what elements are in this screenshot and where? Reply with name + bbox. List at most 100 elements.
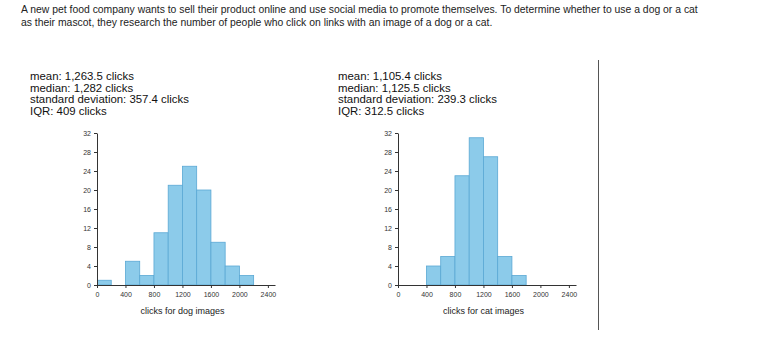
bars — [426, 138, 526, 285]
x-tick-mark — [211, 285, 212, 288]
y-tick: 0 — [87, 282, 97, 289]
y-axis-line — [97, 134, 98, 286]
x-tick-label: 1600 — [505, 291, 521, 298]
x-tick-mark — [569, 285, 570, 288]
annotation: median: 1,282 clicks — [30, 82, 134, 94]
x-tick-label: 1200 — [476, 291, 492, 298]
x-tick: 1200 — [476, 285, 492, 298]
y-tick-mark — [94, 247, 97, 248]
histogram-bar — [512, 276, 526, 286]
histogram-bar — [168, 185, 182, 285]
y-tick-mark — [395, 152, 398, 153]
x-tick: 2000 — [232, 285, 248, 298]
y-axis: 048121620242832 — [384, 130, 398, 289]
y-tick-mark — [94, 228, 97, 229]
histogram-bar — [211, 242, 225, 285]
x-tick: 0 — [96, 285, 100, 298]
x-tick-label: 400 — [120, 291, 132, 298]
y-tick: 24 — [83, 168, 97, 175]
x-tick: 400 — [421, 285, 433, 298]
y-tick-mark — [395, 247, 398, 248]
x-axis-title: clicks for cat images — [443, 306, 525, 316]
histogram-bar — [154, 233, 168, 285]
y-tick-mark — [395, 209, 398, 210]
histogram-bar — [455, 176, 469, 285]
histogram-bar — [441, 257, 455, 286]
caption: as their mascot, they research the numbe… — [21, 17, 492, 28]
x-axis-line — [98, 285, 276, 286]
y-tick-label: 8 — [87, 244, 91, 251]
histogram-bar — [555, 285, 569, 286]
x-axis: 0 400 800 1200 1600 2000 2400 — [96, 285, 277, 298]
y-tick-mark — [395, 190, 398, 191]
y-tick-label: 20 — [384, 187, 392, 194]
x-tick-label: 0 — [397, 291, 401, 298]
y-axis: 048121620242832 — [83, 130, 97, 289]
histogram-bar — [225, 266, 239, 285]
x-tick-label: 2400 — [261, 291, 277, 298]
y-tick-label: 8 — [388, 244, 392, 251]
y-tick-mark — [94, 171, 97, 172]
x-axis-title: clicks for dog images — [140, 306, 225, 316]
y-tick: 8 — [388, 244, 398, 251]
histogram-chart: mean: 1,263.5 clicksmedian: 1,282 clicks… — [30, 70, 276, 316]
x-tick-label: 1600 — [204, 291, 220, 298]
y-tick-mark — [395, 171, 398, 172]
histogram-bar — [239, 276, 253, 286]
histogram-bar — [483, 157, 497, 285]
y-tick-label: 4 — [87, 263, 91, 270]
y-tick-label: 32 — [83, 130, 91, 137]
x-tick-mark — [512, 285, 513, 288]
annotation: standard deviation: 357.4 clicks — [30, 93, 189, 105]
annotation: mean: 1,105.4 clicks — [338, 70, 442, 82]
histogram-bar — [469, 138, 483, 285]
histogram-bar — [140, 276, 154, 286]
y-tick-label: 20 — [83, 187, 91, 194]
y-tick-mark — [395, 285, 398, 286]
annotation: standard deviation: 239.3 clicks — [338, 93, 497, 105]
x-tick-label: 800 — [149, 291, 161, 298]
annotation: IQR: 409 clicks — [30, 105, 107, 117]
x-tick: 800 — [149, 285, 161, 298]
y-tick-label: 4 — [388, 263, 392, 270]
histogram-bar — [526, 285, 540, 286]
x-tick-mark — [483, 285, 484, 288]
x-tick-label: 2000 — [533, 291, 549, 298]
x-tick-label: 2000 — [232, 291, 248, 298]
x-tick-label: 0 — [96, 291, 100, 298]
x-tick-mark — [182, 285, 183, 288]
y-axis-line — [398, 134, 399, 286]
y-tick: 16 — [384, 206, 398, 213]
annotation: median: 1,125.5 clicks — [338, 82, 451, 94]
x-tick-mark — [154, 285, 155, 288]
y-tick: 28 — [83, 149, 97, 156]
y-tick-mark — [94, 209, 97, 210]
bars — [97, 166, 254, 285]
x-tick-label: 800 — [450, 291, 462, 298]
y-tick-label: 0 — [87, 282, 91, 289]
x-tick: 800 — [450, 285, 462, 298]
annotation: mean: 1,263.5 clicks — [30, 70, 134, 82]
y-tick: 16 — [83, 206, 97, 213]
histogram-bar — [398, 285, 412, 286]
x-tick-mark — [268, 285, 269, 288]
y-tick-label: 16 — [83, 206, 91, 213]
x-tick-label: 1200 — [175, 291, 191, 298]
x-tick: 400 — [120, 285, 132, 298]
y-tick: 4 — [388, 263, 398, 270]
y-tick-label: 28 — [384, 149, 392, 156]
y-tick: 8 — [87, 244, 97, 251]
y-tick-label: 0 — [388, 282, 392, 289]
histogram-bar — [125, 261, 139, 285]
x-tick-mark — [455, 285, 456, 288]
x-tick-mark — [540, 285, 541, 288]
x-tick-label: 400 — [421, 291, 433, 298]
x-tick: 2000 — [533, 285, 549, 298]
x-tick: 1600 — [505, 285, 521, 298]
y-tick: 20 — [83, 187, 97, 194]
page: A new pet food company wants to sell the… — [0, 0, 770, 337]
caption: A new pet food company wants to sell the… — [21, 4, 698, 15]
x-tick-label: 2400 — [562, 291, 578, 298]
y-tick: 32 — [83, 130, 97, 137]
y-tick: 4 — [87, 263, 97, 270]
